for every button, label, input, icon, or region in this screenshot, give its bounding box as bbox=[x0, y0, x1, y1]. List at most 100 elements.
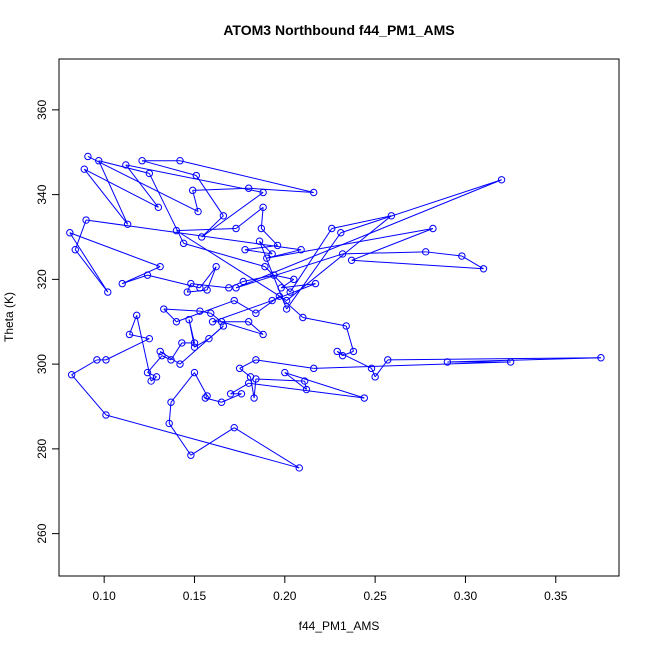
data-point bbox=[118, 279, 126, 288]
data-point bbox=[277, 284, 285, 292]
data-point bbox=[225, 284, 233, 292]
data-point bbox=[156, 262, 164, 271]
series-segment bbox=[281, 283, 316, 289]
data-point bbox=[158, 351, 166, 360]
data-point bbox=[311, 279, 320, 288]
data-point bbox=[194, 207, 202, 216]
data-point bbox=[156, 347, 164, 356]
data-point bbox=[252, 309, 260, 317]
data-point bbox=[429, 224, 437, 233]
series-segment bbox=[221, 321, 264, 335]
data-point bbox=[273, 241, 282, 250]
data-point bbox=[244, 379, 253, 387]
series-segment bbox=[176, 230, 287, 301]
data-point bbox=[275, 292, 284, 301]
data-point bbox=[147, 377, 155, 385]
series-segment bbox=[248, 187, 314, 193]
data-point bbox=[138, 157, 146, 165]
data-point bbox=[196, 284, 204, 292]
data-point bbox=[217, 318, 226, 326]
data-point bbox=[250, 394, 258, 402]
series-segment bbox=[159, 350, 181, 365]
series-segment bbox=[147, 274, 201, 289]
series-segment bbox=[83, 168, 129, 225]
series-segment bbox=[86, 219, 302, 251]
data-point bbox=[132, 311, 141, 320]
data-point bbox=[239, 277, 247, 286]
series-segment bbox=[233, 300, 257, 314]
data-point bbox=[176, 157, 184, 165]
data-point bbox=[232, 224, 240, 233]
x-tick-label: 0.25 bbox=[363, 589, 387, 603]
data-point bbox=[270, 271, 278, 279]
data-point bbox=[244, 184, 253, 192]
y-tick-label: 360 bbox=[35, 100, 49, 120]
chart-title: ATOM3 Northbound f44_PM1_AMS bbox=[223, 22, 454, 38]
data-point bbox=[102, 411, 110, 419]
data-point bbox=[310, 364, 318, 373]
data-point bbox=[235, 364, 244, 373]
data-point bbox=[232, 284, 240, 292]
data-point bbox=[257, 224, 266, 233]
series-segment bbox=[289, 228, 333, 293]
data-point bbox=[201, 394, 210, 402]
data-point bbox=[187, 279, 195, 288]
series-segment bbox=[304, 380, 307, 390]
series-segment bbox=[163, 308, 200, 312]
data-point bbox=[255, 237, 264, 245]
data-point bbox=[282, 296, 291, 305]
data-point bbox=[67, 371, 76, 379]
series-segment bbox=[461, 255, 484, 270]
series-points bbox=[66, 152, 605, 472]
series-segment bbox=[122, 266, 161, 285]
series-segment bbox=[98, 160, 150, 174]
series-segment bbox=[345, 325, 354, 352]
data-point bbox=[183, 288, 191, 296]
series-segment bbox=[194, 372, 208, 397]
data-point bbox=[219, 212, 228, 220]
data-point bbox=[82, 216, 90, 224]
series-segment bbox=[87, 156, 199, 213]
series-segment bbox=[186, 283, 192, 293]
series-segment bbox=[199, 266, 217, 289]
series-segment bbox=[210, 312, 222, 323]
series-segment bbox=[190, 283, 229, 289]
data-point bbox=[190, 339, 199, 347]
data-point bbox=[422, 248, 430, 256]
data-point bbox=[145, 334, 154, 343]
data-point bbox=[371, 373, 379, 381]
data-point bbox=[597, 354, 605, 362]
data-point bbox=[160, 305, 168, 313]
data-point bbox=[205, 334, 213, 343]
data-point bbox=[188, 186, 197, 195]
series-segment bbox=[239, 367, 251, 378]
x-tick-label: 0.10 bbox=[92, 589, 116, 603]
data-point bbox=[230, 423, 238, 432]
data-point bbox=[479, 265, 488, 273]
data-point bbox=[286, 288, 294, 296]
data-point bbox=[244, 318, 253, 326]
data-point bbox=[252, 375, 260, 383]
series-segment bbox=[331, 215, 392, 229]
series-segment bbox=[284, 372, 365, 399]
series-segment bbox=[280, 278, 295, 289]
series-segment bbox=[286, 215, 392, 301]
series-segment bbox=[168, 423, 192, 456]
data-point bbox=[154, 203, 163, 212]
y-tick-label: 280 bbox=[35, 439, 49, 459]
series-segment bbox=[188, 319, 195, 348]
data-point bbox=[217, 398, 226, 406]
series-segment bbox=[235, 206, 264, 229]
series-segment bbox=[255, 378, 305, 382]
data-point bbox=[102, 356, 110, 364]
y-tick-label: 300 bbox=[35, 354, 49, 374]
series-segment bbox=[255, 359, 314, 369]
data-point bbox=[207, 309, 215, 317]
series-segment bbox=[194, 338, 210, 348]
data-point bbox=[302, 385, 311, 394]
data-point bbox=[299, 313, 307, 322]
data-point bbox=[342, 322, 350, 330]
data-point bbox=[208, 318, 217, 326]
series-segment bbox=[71, 359, 98, 376]
